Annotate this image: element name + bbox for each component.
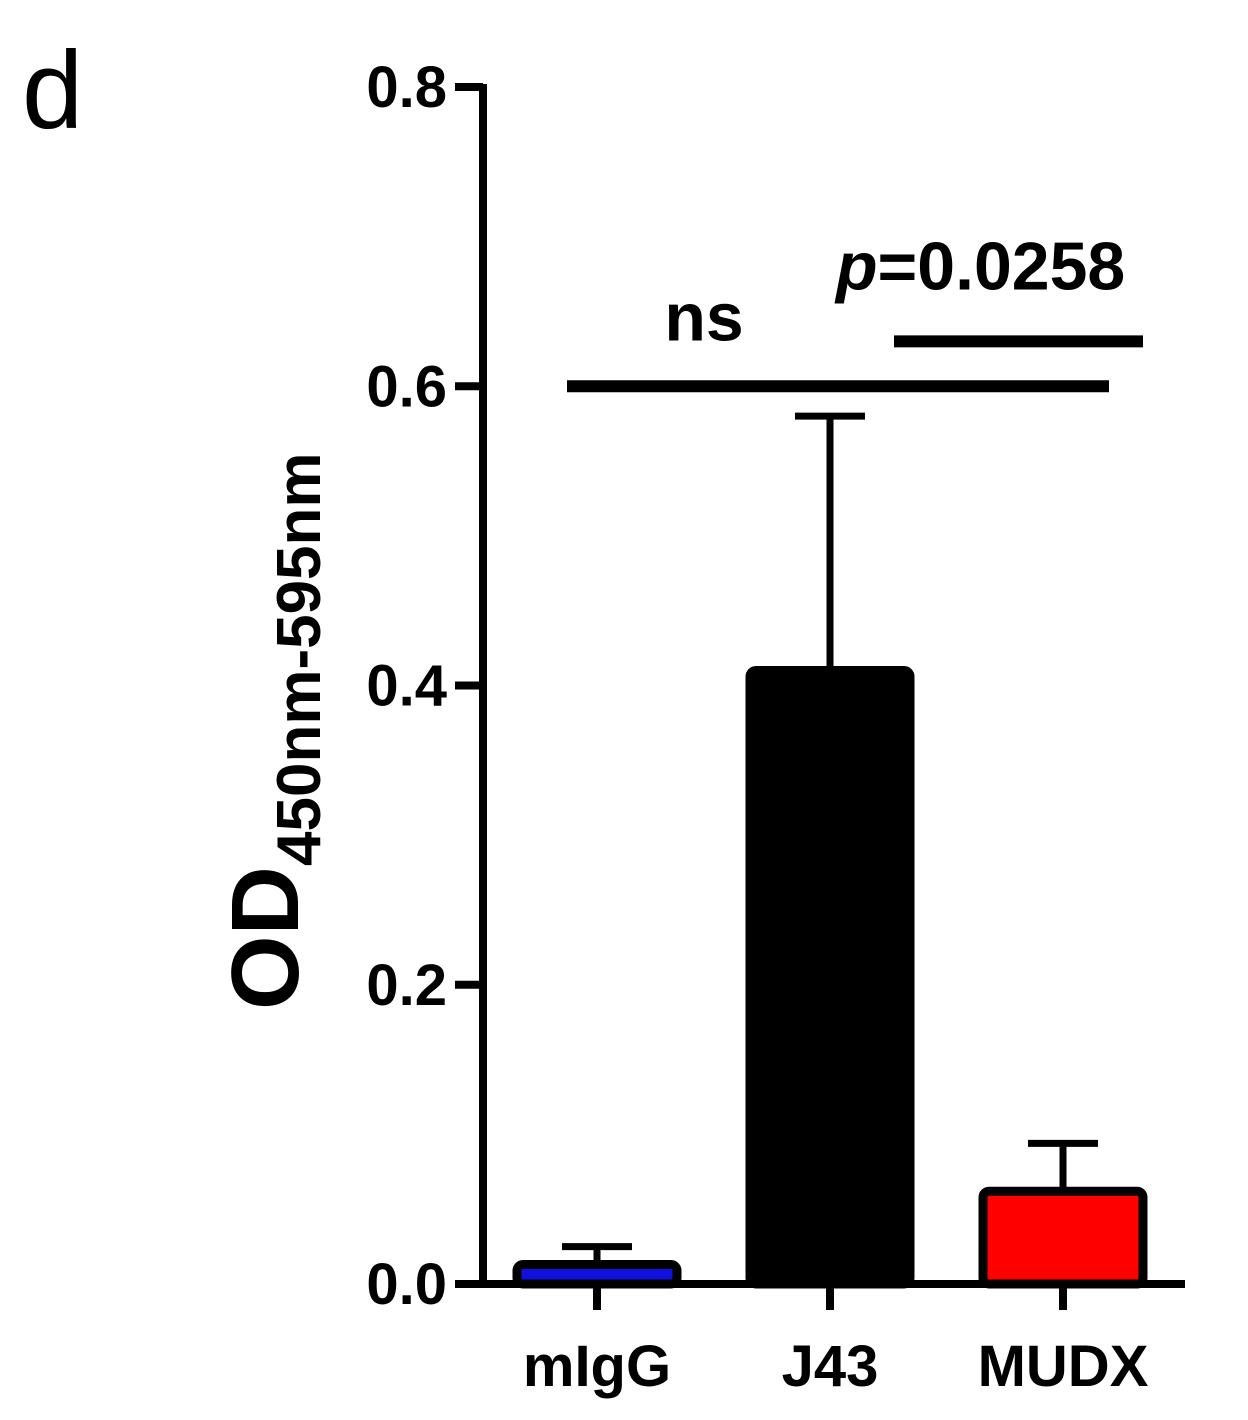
significance-label: ns [664,279,743,355]
y-tick-label: 0.0 [366,1252,447,1317]
y-axis: 0.0 0.2 0.4 0.6 0.8 [366,55,487,1317]
y-tick-label: 0.6 [366,354,447,419]
bar [745,666,915,1289]
y-axis-label-subscript: 450nm-595nm [265,452,334,866]
y-tick-label: 0.8 [366,55,447,120]
significance-annotations: ns p=0.0258 [567,228,1143,393]
panel-label: d [22,29,83,152]
bar [512,1260,682,1289]
y-axis-label: OD450nm-595nm [212,452,334,1010]
y-tick-label: 0.4 [366,654,447,719]
x-category-label: MUDX [978,1334,1149,1399]
x-category-label: J43 [782,1334,879,1399]
x-axis: mIgG J43 MUDX [479,1280,1185,1399]
x-category-label: mIgG [523,1334,671,1399]
y-tick-label: 0.2 [366,953,447,1018]
y-axis-label-main: OD [212,866,319,1010]
bar [978,1186,1148,1289]
bars [512,412,1148,1289]
significance-label: p=0.0258 [834,228,1125,304]
